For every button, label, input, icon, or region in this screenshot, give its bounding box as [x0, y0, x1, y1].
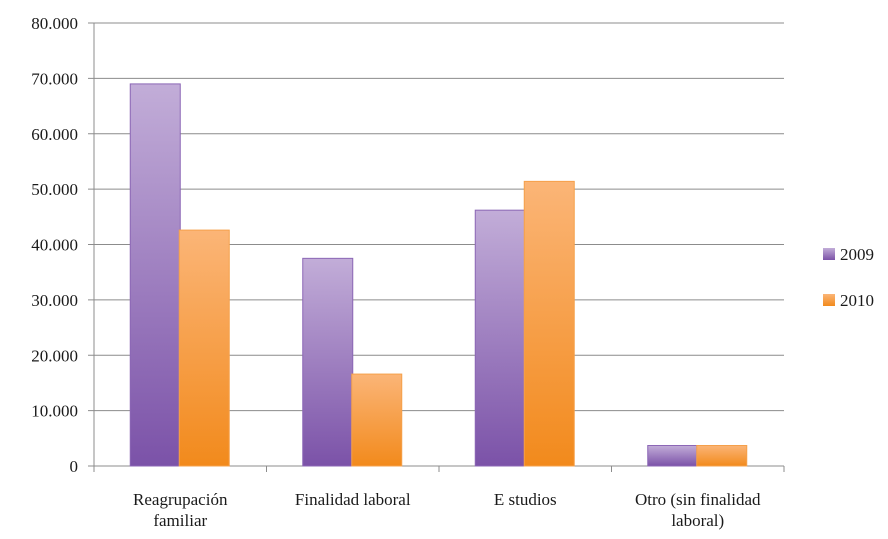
bar-2010-1: [351, 373, 403, 467]
y-tick-label: 70.000: [31, 69, 78, 88]
bars: [129, 83, 748, 467]
legend: 2009 2010: [823, 245, 874, 310]
y-tick-label: 20.000: [31, 346, 78, 365]
y-tick-label: 40.000: [31, 236, 78, 255]
y-tick-label: 60.000: [31, 125, 78, 144]
bar-2010-0: [178, 229, 230, 467]
x-category-label: Otro (sin finalidad: [635, 490, 761, 509]
x-category-label: familiar: [153, 511, 207, 530]
x-category-label: E studios: [494, 490, 557, 509]
legend-label-2010: 2010: [840, 291, 874, 310]
y-tick-label: 30.000: [31, 291, 78, 310]
y-tick-label: 80.000: [31, 14, 78, 33]
bar-2010-2: [523, 180, 575, 467]
legend-swatch-2010: [823, 294, 835, 306]
legend-label-2009: 2009: [840, 245, 874, 264]
bar-2010-3: [696, 445, 748, 467]
x-category-label: Reagrupación: [133, 490, 228, 509]
bar-2009-1: [302, 257, 354, 467]
bar-2009-3: [647, 445, 699, 467]
x-category-label: Finalidad laboral: [295, 490, 411, 509]
axis-labels: 0 10.000 20.000 30.000 40.000 50.000 60.000 70.…: [31, 14, 761, 530]
bar-2009-2: [474, 209, 526, 467]
y-tick-label: 50.000: [31, 180, 78, 199]
bar-2009-0: [129, 83, 181, 467]
y-tick-label: 0: [70, 457, 79, 476]
legend-swatch-2009: [823, 248, 835, 260]
x-category-label: laboral): [671, 511, 724, 530]
y-tick-label: 10.000: [31, 402, 78, 421]
